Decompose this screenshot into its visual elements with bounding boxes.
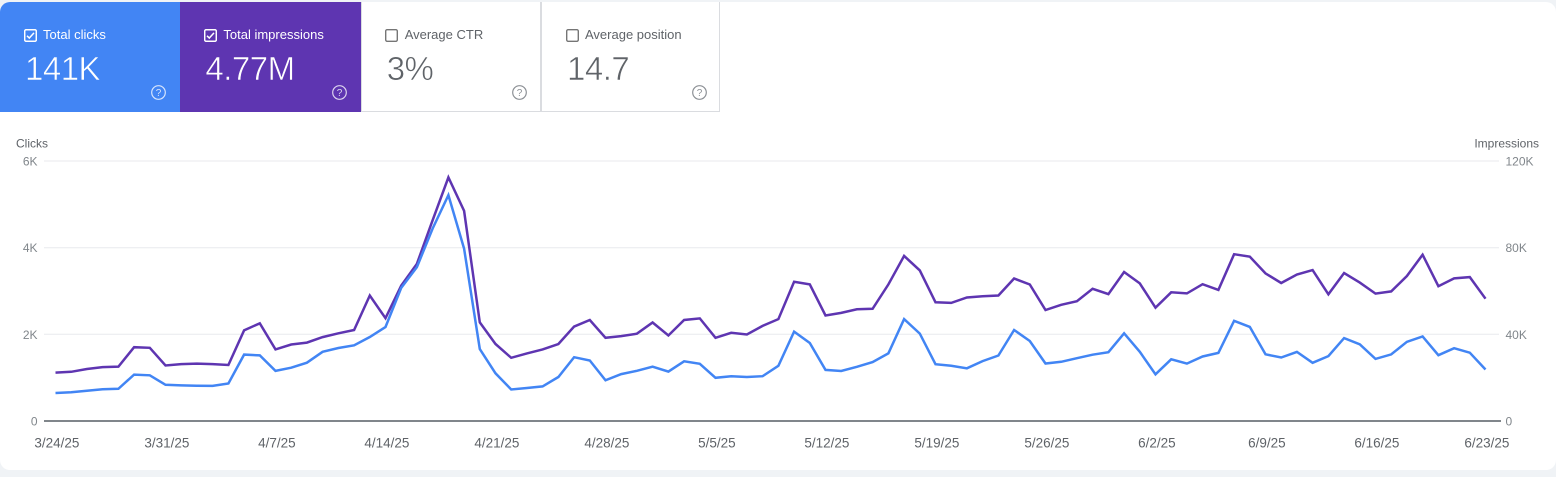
svg-text:0: 0: [31, 415, 38, 429]
svg-text:3/31/25: 3/31/25: [144, 436, 189, 451]
svg-text:4/7/25: 4/7/25: [258, 436, 296, 451]
svg-text:?: ?: [697, 88, 703, 99]
svg-text:5/26/25: 5/26/25: [1024, 436, 1069, 451]
svg-text:4K: 4K: [23, 241, 38, 255]
svg-text:120K: 120K: [1506, 155, 1534, 169]
svg-text:6K: 6K: [23, 155, 38, 169]
svg-text:6/16/25: 6/16/25: [1354, 436, 1399, 451]
svg-text:5/19/25: 5/19/25: [914, 436, 959, 451]
svg-text:3/24/25: 3/24/25: [34, 436, 79, 451]
svg-text:?: ?: [337, 88, 343, 99]
svg-text:?: ?: [517, 88, 523, 99]
svg-text:4/14/25: 4/14/25: [364, 436, 409, 451]
svg-text:2K: 2K: [23, 328, 38, 342]
svg-text:Impressions: Impressions: [1474, 137, 1539, 151]
svg-text:5/5/25: 5/5/25: [698, 436, 736, 451]
svg-text:6/9/25: 6/9/25: [1248, 436, 1286, 451]
svg-text:5/12/25: 5/12/25: [804, 436, 849, 451]
svg-text:0: 0: [1506, 415, 1513, 429]
svg-text:6/2/25: 6/2/25: [1138, 436, 1176, 451]
svg-text:4/21/25: 4/21/25: [474, 436, 519, 451]
svg-text:80K: 80K: [1506, 241, 1527, 255]
svg-text:Clicks: Clicks: [16, 137, 48, 151]
svg-text:?: ?: [156, 88, 162, 99]
svg-text:4/28/25: 4/28/25: [584, 436, 629, 451]
svg-text:40K: 40K: [1506, 328, 1527, 342]
svg-text:6/23/25: 6/23/25: [1464, 436, 1509, 451]
